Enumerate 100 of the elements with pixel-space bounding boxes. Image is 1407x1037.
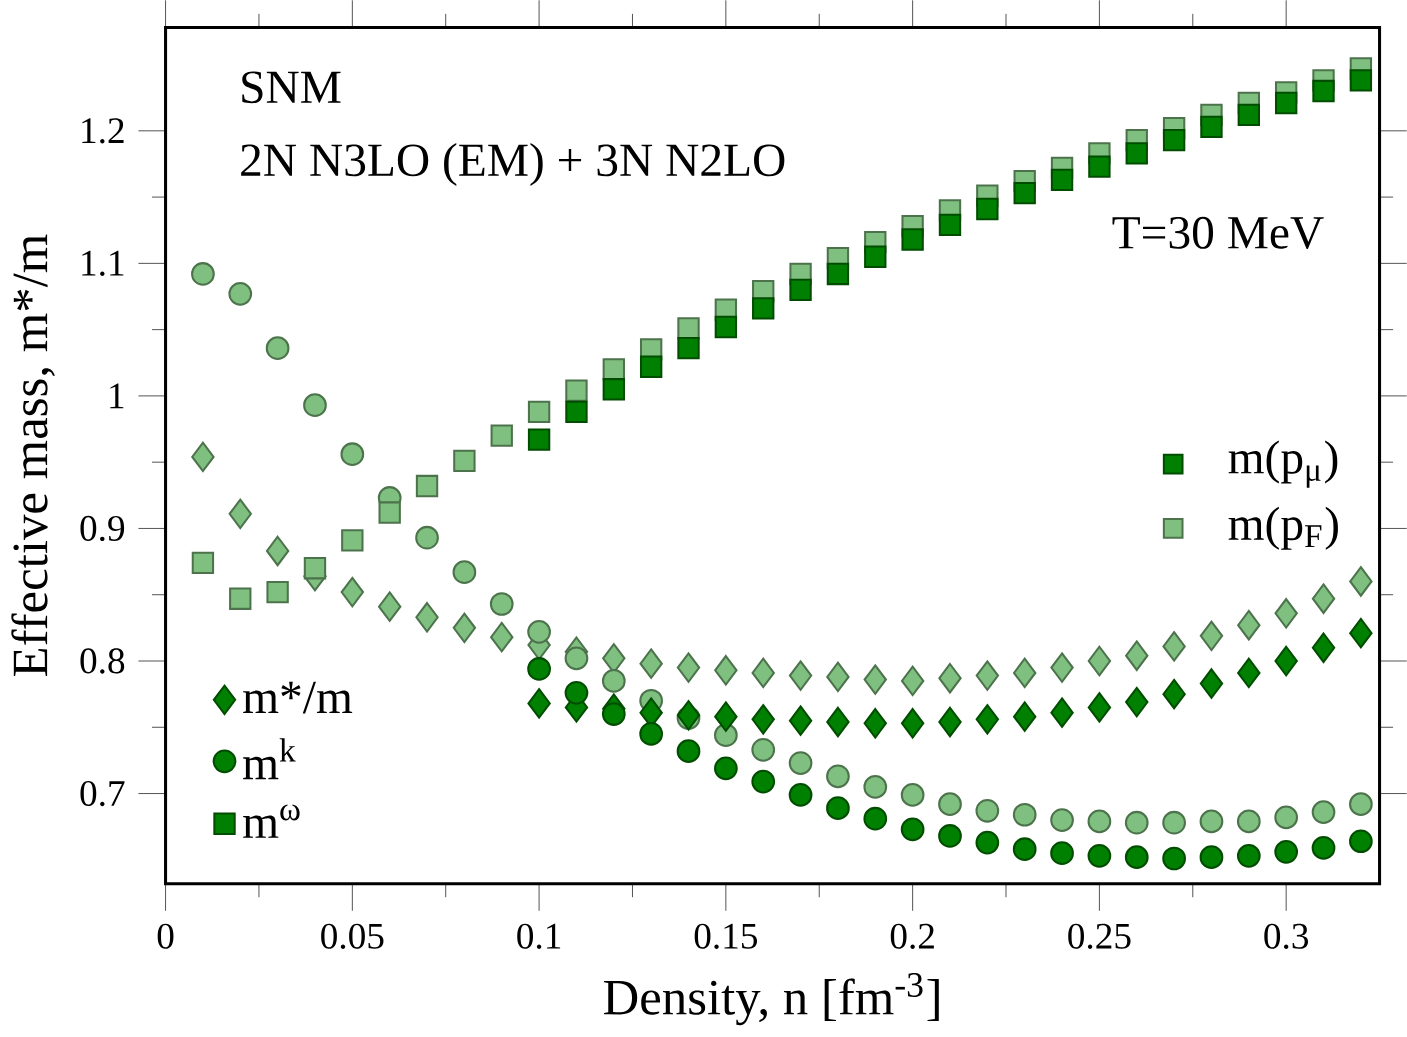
point bbox=[490, 424, 513, 448]
point bbox=[639, 355, 663, 379]
point bbox=[1199, 620, 1224, 652]
point bbox=[1200, 115, 1223, 139]
point bbox=[1162, 631, 1186, 662]
point bbox=[378, 501, 401, 524]
point bbox=[1349, 618, 1373, 649]
point bbox=[900, 665, 925, 697]
x-tick-label: 0.05 bbox=[321, 923, 384, 950]
point bbox=[1087, 844, 1112, 868]
annotation: m(p$_{F}$) bbox=[1228, 506, 1338, 551]
point bbox=[1349, 829, 1373, 854]
point bbox=[1050, 697, 1074, 729]
point bbox=[826, 262, 850, 286]
point bbox=[1349, 566, 1373, 597]
annotation: T=30 MeV bbox=[1112, 216, 1324, 250]
point bbox=[265, 336, 290, 361]
point bbox=[1274, 805, 1299, 830]
y-tick-label: 0.8 bbox=[80, 648, 125, 674]
point bbox=[639, 722, 664, 746]
point bbox=[864, 245, 887, 269]
point bbox=[453, 449, 476, 473]
point bbox=[1236, 844, 1261, 868]
point bbox=[1012, 837, 1037, 862]
point bbox=[1012, 657, 1037, 689]
point bbox=[1199, 668, 1224, 699]
point bbox=[1199, 809, 1224, 834]
point bbox=[901, 228, 924, 251]
point bbox=[1088, 155, 1111, 178]
point bbox=[975, 799, 1000, 823]
point bbox=[900, 817, 925, 842]
point bbox=[303, 393, 327, 418]
point bbox=[602, 378, 625, 401]
point bbox=[677, 317, 700, 340]
point bbox=[527, 620, 551, 644]
point bbox=[601, 702, 626, 727]
point bbox=[1162, 846, 1186, 871]
point bbox=[788, 783, 813, 807]
point bbox=[191, 262, 215, 287]
point bbox=[863, 807, 888, 831]
point bbox=[639, 648, 663, 680]
point bbox=[1162, 129, 1186, 152]
point bbox=[714, 316, 738, 339]
y-tick-label: 0.7 bbox=[80, 781, 125, 807]
point bbox=[1274, 840, 1299, 864]
point bbox=[452, 560, 477, 585]
x-tick-label: 0.15 bbox=[694, 923, 758, 950]
legend-label: m$^{ω}$ bbox=[243, 804, 300, 839]
point bbox=[1312, 80, 1335, 103]
point bbox=[976, 198, 999, 221]
point bbox=[900, 708, 925, 739]
point bbox=[1124, 845, 1149, 870]
point bbox=[1087, 692, 1112, 723]
point bbox=[938, 706, 962, 738]
point bbox=[489, 592, 514, 617]
x-tick-label: 0 bbox=[157, 923, 174, 949]
y-tick-label: 0.9 bbox=[80, 516, 125, 542]
point bbox=[1013, 182, 1036, 205]
point bbox=[714, 701, 738, 733]
point bbox=[788, 660, 813, 692]
point bbox=[1311, 836, 1336, 860]
point bbox=[676, 739, 701, 764]
point bbox=[452, 612, 477, 644]
point bbox=[1199, 845, 1224, 870]
point bbox=[1311, 800, 1336, 825]
point bbox=[975, 704, 1000, 735]
point bbox=[601, 669, 626, 693]
point bbox=[1125, 640, 1149, 672]
point bbox=[863, 664, 887, 696]
point bbox=[564, 646, 589, 671]
point bbox=[527, 688, 551, 719]
point bbox=[1349, 792, 1373, 817]
point bbox=[676, 700, 701, 731]
point bbox=[826, 706, 850, 738]
point bbox=[1124, 811, 1149, 835]
point bbox=[564, 681, 589, 705]
point bbox=[1012, 803, 1037, 827]
point bbox=[377, 591, 402, 623]
x-tick-label: 0.1 bbox=[517, 923, 561, 950]
point bbox=[1162, 811, 1186, 835]
point bbox=[751, 657, 775, 689]
point bbox=[1237, 610, 1261, 641]
point bbox=[752, 297, 775, 320]
point bbox=[191, 441, 215, 473]
x-axis-title: Density, n [fm$^{-3}$] bbox=[604, 973, 939, 1026]
point bbox=[714, 655, 738, 686]
point bbox=[265, 535, 290, 567]
point bbox=[751, 704, 775, 735]
point bbox=[938, 792, 962, 817]
point bbox=[415, 475, 439, 498]
point bbox=[1087, 645, 1112, 677]
point bbox=[340, 577, 365, 608]
point bbox=[677, 337, 700, 360]
annotation: SNM bbox=[242, 71, 341, 104]
point bbox=[1236, 809, 1261, 834]
point bbox=[1237, 657, 1261, 689]
point bbox=[788, 751, 813, 776]
point bbox=[565, 400, 588, 424]
point bbox=[938, 663, 962, 694]
x-tick-label: 0.2 bbox=[890, 923, 934, 950]
